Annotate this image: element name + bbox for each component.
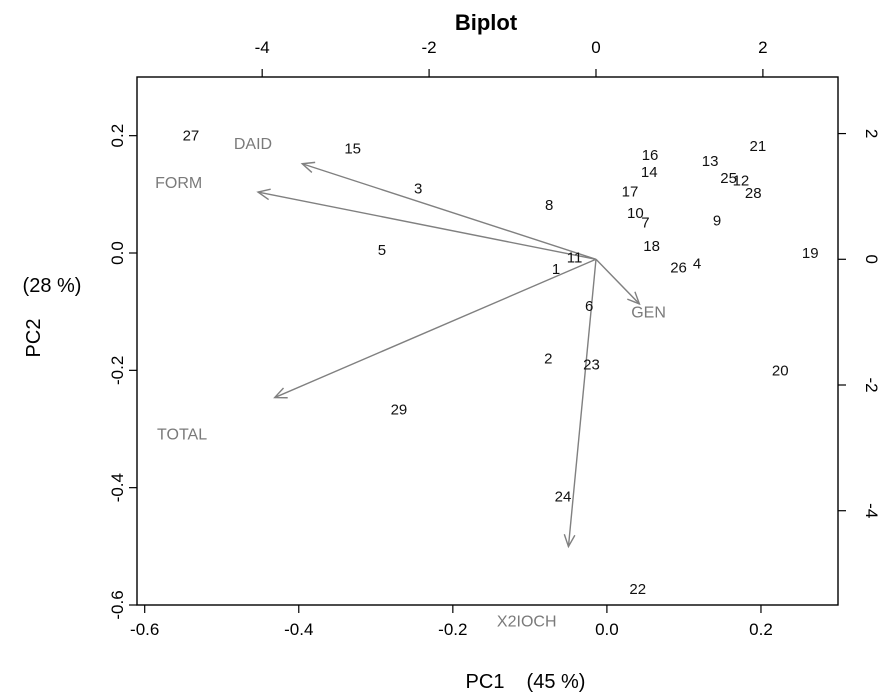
variable-arrow — [274, 258, 597, 399]
observation-label: 13 — [702, 153, 719, 170]
observation-label: 6 — [585, 298, 593, 315]
observation-label: 19 — [802, 245, 819, 262]
y-tick-label: -0.6 — [108, 590, 127, 619]
right-tick-label: -2 — [862, 377, 881, 392]
x-tick-label: 0.2 — [749, 620, 773, 639]
axes: -0.6 -0.4 -0.2 0.0 0.2 -0.6 -0.4 -0.2 0.0 0.2 -4 -2… — [108, 38, 881, 639]
arrow-head — [256, 188, 271, 201]
observation-label: 20 — [772, 362, 789, 379]
observation-label: 15 — [344, 141, 361, 158]
observation-label: 12 — [733, 172, 750, 189]
x-tick-label: 0.0 — [595, 620, 619, 639]
observation-label: 7 — [641, 214, 649, 231]
observation-label: 25 — [720, 170, 737, 187]
observation-label: 23 — [583, 356, 600, 373]
variable-arrow — [302, 163, 597, 260]
observation-label: 1 — [552, 261, 560, 278]
y-tick-label: -0.4 — [108, 473, 127, 502]
variable-arrow — [567, 259, 597, 547]
top-tick-label: 0 — [591, 38, 600, 57]
y-axis-variance: (28 %) — [23, 275, 82, 297]
observation-label: 18 — [643, 238, 660, 255]
x-tick-label: -0.2 — [438, 620, 467, 639]
y-tick-label: 0.0 — [108, 241, 127, 265]
top-tick-label: -2 — [422, 38, 437, 57]
variable-arrows: DAID FORM TOTAL GEN X2IOCH — [155, 136, 666, 631]
observation-label: 8 — [545, 197, 553, 214]
top-tick-label: -4 — [255, 38, 270, 57]
observation-label: 11 — [567, 250, 583, 267]
observation-label: 14 — [641, 164, 658, 181]
observation-label: 21 — [750, 138, 767, 155]
observation-label: 28 — [745, 185, 762, 202]
variable-label: FORM — [155, 175, 202, 192]
variable-label: GEN — [631, 304, 666, 321]
arrow-head — [563, 533, 576, 549]
arrow-head — [273, 387, 288, 399]
top-tick-label: 2 — [758, 38, 767, 57]
x-axis-variance: (45 %) — [527, 671, 586, 693]
observation-label: 22 — [629, 581, 646, 598]
observation-label: 16 — [642, 147, 659, 164]
x-axis-label: PC1 — [466, 671, 505, 693]
plot-frame — [136, 76, 839, 606]
observation-label: 10 — [627, 205, 644, 222]
x-tick-label: -0.4 — [284, 620, 313, 639]
observation-label: 4 — [693, 256, 701, 273]
observation-label: 26 — [670, 260, 687, 277]
observation-label: 17 — [622, 183, 639, 200]
observation-label: 2 — [544, 351, 552, 368]
observation-label: 5 — [378, 242, 386, 259]
observation-label: 3 — [414, 180, 422, 197]
observation-label: 9 — [713, 213, 721, 230]
observation-label: 29 — [391, 402, 408, 419]
y-tick-label: 0.2 — [108, 124, 127, 148]
y-axis-label: PC2 — [23, 319, 45, 358]
observation-label: 27 — [183, 128, 200, 145]
variable-label: TOTAL — [157, 426, 207, 443]
x-tick-label: -0.6 — [130, 620, 159, 639]
variable-arrow — [257, 191, 597, 260]
variable-label: X2IOCH — [497, 614, 557, 631]
arrow-head — [300, 161, 316, 173]
right-tick-label: 2 — [862, 129, 881, 138]
arrow-head — [627, 291, 641, 306]
variable-arrow — [595, 258, 640, 305]
right-tick-label: 0 — [862, 255, 881, 264]
variable-label: DAID — [234, 136, 272, 153]
chart-title: Biplot — [455, 10, 518, 35]
right-tick-label: -4 — [862, 503, 881, 518]
observation-label: 24 — [555, 488, 572, 505]
y-tick-label: -0.2 — [108, 356, 127, 385]
